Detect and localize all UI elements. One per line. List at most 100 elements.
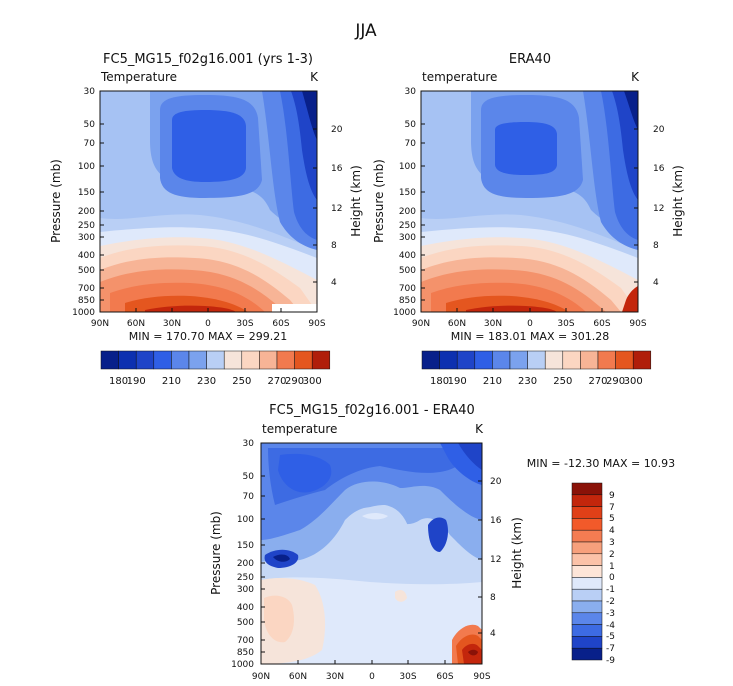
panel-diff: FC5_MG15_f02g16.001 - ERA40 temperature …	[209, 403, 675, 682]
y-tick: 400	[78, 251, 104, 261]
svg-text:12: 12	[653, 204, 664, 214]
svg-text:8: 8	[653, 241, 659, 251]
y-tick: 1000	[231, 660, 265, 670]
svg-text:50: 50	[84, 120, 96, 130]
svg-text:30: 30	[84, 87, 96, 97]
colorbar-label: 4	[609, 526, 615, 536]
colorbar-label: 270	[588, 376, 607, 387]
y2-axis-label: Height (km)	[510, 517, 524, 588]
svg-text:4: 4	[331, 278, 337, 288]
y-tick: 1000	[72, 308, 104, 318]
colorbar-label: 7	[609, 503, 615, 513]
y-tick: 300	[237, 585, 265, 595]
svg-text:30N: 30N	[484, 319, 502, 329]
svg-text:700: 700	[399, 284, 416, 294]
svg-text:70: 70	[243, 492, 255, 502]
svg-text:50: 50	[405, 120, 417, 130]
temperature-field	[100, 91, 317, 312]
y-axis-label: Pressure (mb)	[372, 159, 386, 243]
y2-tick: 4	[478, 629, 496, 639]
svg-text:0: 0	[205, 319, 211, 329]
svg-text:30S: 30S	[557, 319, 574, 329]
svg-text:850: 850	[237, 648, 254, 658]
y2-tick: 20	[634, 125, 665, 135]
y-tick: 200	[78, 207, 104, 217]
svg-text:30: 30	[405, 87, 417, 97]
colorbar-label: 180	[109, 376, 128, 387]
colorbar-label: 0	[609, 573, 615, 583]
stats-label: MIN = 170.70 MAX = 299.21	[129, 330, 287, 343]
y-axis-label: Pressure (mb)	[209, 511, 223, 595]
svg-text:30N: 30N	[163, 319, 181, 329]
svg-text:30S: 30S	[399, 672, 416, 682]
x-tick: 90S	[629, 308, 647, 329]
colorbar-label: 230	[518, 376, 537, 387]
colorbar-label: 290	[285, 376, 304, 387]
y-axis-label: Pressure (mb)	[49, 159, 63, 243]
y-tick: 150	[237, 541, 265, 551]
svg-text:500: 500	[78, 266, 95, 276]
svg-text:200: 200	[78, 207, 95, 217]
y2-tick: 12	[313, 204, 342, 214]
colorbar-label: -3	[606, 609, 615, 619]
y-tick: 30	[84, 87, 104, 97]
y-tick: 500	[237, 618, 265, 628]
y-tick: 30	[405, 87, 425, 97]
svg-text:50: 50	[243, 472, 255, 482]
y2-tick: 12	[634, 204, 664, 214]
x-tick: 30N	[163, 308, 181, 329]
svg-text:500: 500	[399, 266, 416, 276]
colorbar-label: 210	[483, 376, 502, 387]
svg-text:1000: 1000	[231, 660, 254, 670]
difference-field	[261, 443, 482, 664]
y-tick: 100	[399, 162, 425, 172]
svg-text:60S: 60S	[436, 672, 453, 682]
stats-label: MIN = 183.01 MAX = 301.28	[451, 330, 609, 343]
colorbar: 9 7 5 4 3 2 1 0 -1 -2 -3 -4 -5 -7 -9	[571, 482, 615, 666]
y-tick: 850	[78, 296, 104, 306]
svg-text:100: 100	[237, 515, 254, 525]
y-tick: 50	[243, 472, 265, 482]
y-tick: 300	[78, 233, 104, 243]
panel-title: ERA40	[509, 52, 551, 67]
svg-text:90N: 90N	[91, 319, 109, 329]
y2-tick: 4	[634, 278, 659, 288]
x-tick: 0	[369, 660, 375, 682]
x-tick: 30S	[557, 308, 575, 329]
svg-text:20: 20	[490, 477, 502, 487]
y-tick: 150	[399, 188, 425, 198]
y-tick: 100	[78, 162, 104, 172]
field-label: Temperature	[100, 70, 177, 84]
x-tick: 30S	[236, 308, 254, 329]
svg-text:70: 70	[405, 139, 417, 149]
y-tick: 700	[399, 284, 425, 294]
colorbar-label: 190	[127, 376, 146, 387]
x-tick: 60N	[289, 660, 307, 682]
x-tick: 30N	[326, 660, 344, 682]
field-label: temperature	[262, 422, 337, 436]
y2-tick: 8	[478, 593, 496, 603]
x-tick: 30N	[484, 308, 502, 329]
y-tick: 200	[237, 559, 265, 569]
svg-text:150: 150	[78, 188, 95, 198]
colorbar-label: 190	[448, 376, 467, 387]
svg-text:60N: 60N	[289, 672, 307, 682]
svg-text:250: 250	[399, 221, 416, 231]
colorbar-label: -7	[606, 644, 615, 654]
y-tick: 500	[78, 266, 104, 276]
colorbar-label: 5	[609, 514, 615, 524]
svg-text:8: 8	[331, 241, 337, 251]
svg-text:16: 16	[331, 164, 343, 174]
svg-text:0: 0	[527, 319, 533, 329]
svg-text:0: 0	[369, 672, 375, 682]
panel-obs: ERA40 temperature K 30 50	[372, 52, 685, 387]
y-tick: 400	[399, 251, 425, 261]
svg-text:30N: 30N	[326, 672, 344, 682]
y2-tick: 16	[478, 516, 502, 526]
y2-tick: 16	[313, 164, 343, 174]
svg-text:100: 100	[78, 162, 95, 172]
units-label: K	[310, 70, 319, 84]
y-tick: 700	[78, 284, 104, 294]
colorbar-label: 290	[606, 376, 625, 387]
y-tick: 700	[237, 636, 265, 646]
